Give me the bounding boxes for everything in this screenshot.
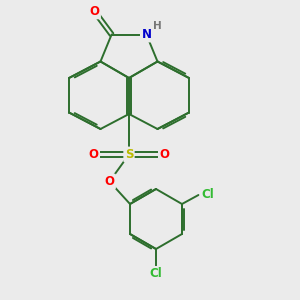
Text: N: N [141,28,152,41]
Text: S: S [125,148,133,161]
Text: O: O [159,148,170,161]
Text: O: O [88,148,99,161]
Text: H: H [152,21,161,31]
Text: O: O [104,175,115,188]
Text: Cl: Cl [150,267,162,280]
Text: Cl: Cl [201,188,214,202]
Text: O: O [89,5,100,18]
